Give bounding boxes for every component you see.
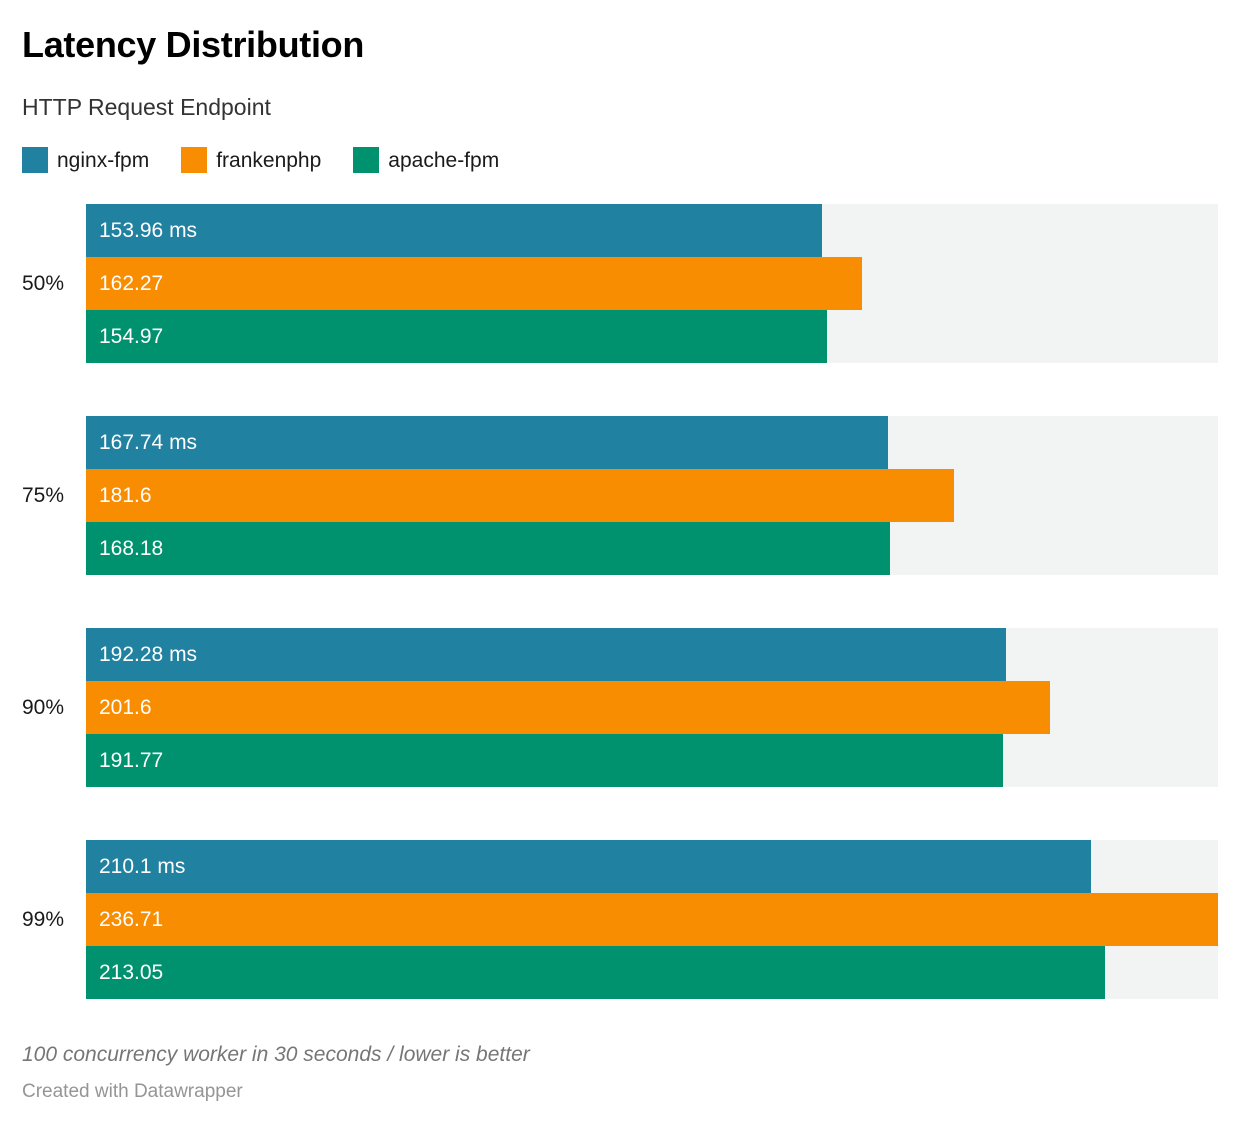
bar-frankenphp: 162.27 <box>86 257 862 311</box>
bar-track: 191.77 <box>86 734 1218 788</box>
bar-nginx-fpm: 167.74 ms <box>86 416 889 470</box>
bar-value-label: 167.74 ms <box>99 430 198 454</box>
bar-apache-fpm: 154.97 <box>86 310 828 364</box>
bar-group-tracks: 153.96 ms 162.27 154.97 <box>86 204 1218 364</box>
bar-value-label: 236.71 <box>99 907 164 931</box>
legend-swatch-icon <box>181 147 208 174</box>
bar-track: 167.74 ms <box>86 416 1218 470</box>
legend-swatch-icon <box>353 147 380 174</box>
attribution: Created with Datawrapper <box>22 1081 243 1103</box>
bar-nginx-fpm: 192.28 ms <box>86 628 1006 682</box>
bar-track: 153.96 ms <box>86 204 1218 258</box>
legend-label: apache-fpm <box>388 148 500 172</box>
chart-subtitle: HTTP Request Endpoint <box>22 93 271 120</box>
bar-value-label: 210.1 ms <box>99 854 186 878</box>
bar-group-99%: 99% 210.1 ms 236.71 213.05 <box>22 840 1218 1000</box>
bar-nginx-fpm: 153.96 ms <box>86 204 823 258</box>
bar-apache-fpm: 213.05 <box>86 946 1105 1000</box>
bar-track: 181.6 <box>86 469 1218 523</box>
bar-track: 192.28 ms <box>86 628 1218 682</box>
bar-track: 213.05 <box>86 946 1218 1000</box>
bar-value-label: 191.77 <box>99 748 164 772</box>
bar-group-75%: 75% 167.74 ms 181.6 168.18 <box>22 416 1218 576</box>
chart-title: Latency Distribution <box>22 24 365 65</box>
bar-track: 168.18 <box>86 522 1218 576</box>
bar-track: 201.6 <box>86 681 1218 735</box>
legend-label: nginx-fpm <box>57 148 150 172</box>
bar-frankenphp: 236.71 <box>86 893 1218 947</box>
category-label: 50% <box>22 271 65 295</box>
bar-value-label: 153.96 ms <box>99 218 198 242</box>
bar-apache-fpm: 191.77 <box>86 734 1004 788</box>
legend-label: frankenphp <box>216 148 322 172</box>
footer-note: 100 concurrency worker in 30 seconds / l… <box>22 1043 530 1067</box>
bar-value-label: 213.05 <box>99 960 164 984</box>
bar-frankenphp: 201.6 <box>86 681 1051 735</box>
bar-frankenphp: 181.6 <box>86 469 955 523</box>
bar-track: 162.27 <box>86 257 1218 311</box>
category-label: 90% <box>22 695 65 719</box>
bar-group-90%: 90% 192.28 ms 201.6 191.77 <box>22 628 1218 788</box>
bar-group-tracks: 210.1 ms 236.71 213.05 <box>86 840 1218 1000</box>
bar-value-label: 162.27 <box>99 271 164 295</box>
bar-track: 210.1 ms <box>86 840 1218 894</box>
bar-value-label: 181.6 <box>99 483 152 507</box>
category-label: 99% <box>22 907 65 931</box>
legend-item-apache-fpm: apache-fpm <box>353 147 500 174</box>
legend: nginx-fpm frankenphp apache-fpm <box>22 147 1218 174</box>
bar-track: 236.71 <box>86 893 1218 947</box>
bar-nginx-fpm: 210.1 ms <box>86 840 1091 894</box>
legend-swatch-icon <box>22 147 48 174</box>
bar-value-label: 192.28 ms <box>99 642 198 666</box>
bar-value-label: 154.97 <box>99 324 164 348</box>
bar-track: 154.97 <box>86 310 1218 364</box>
category-label: 75% <box>22 483 65 507</box>
bar-group-tracks: 167.74 ms 181.6 168.18 <box>86 416 1218 576</box>
legend-item-frankenphp: frankenphp <box>181 147 322 174</box>
bar-group-tracks: 192.28 ms 201.6 191.77 <box>86 628 1218 788</box>
legend-item-nginx-fpm: nginx-fpm <box>22 147 150 174</box>
bar-apache-fpm: 168.18 <box>86 522 891 576</box>
bar-value-label: 201.6 <box>99 695 152 719</box>
bar-chart: 50% 153.96 ms 162.27 154.97 75% 167.74 ms 181.… <box>22 204 1218 1000</box>
bar-group-50%: 50% 153.96 ms 162.27 154.97 <box>22 204 1218 364</box>
bar-value-label: 168.18 <box>99 536 164 560</box>
